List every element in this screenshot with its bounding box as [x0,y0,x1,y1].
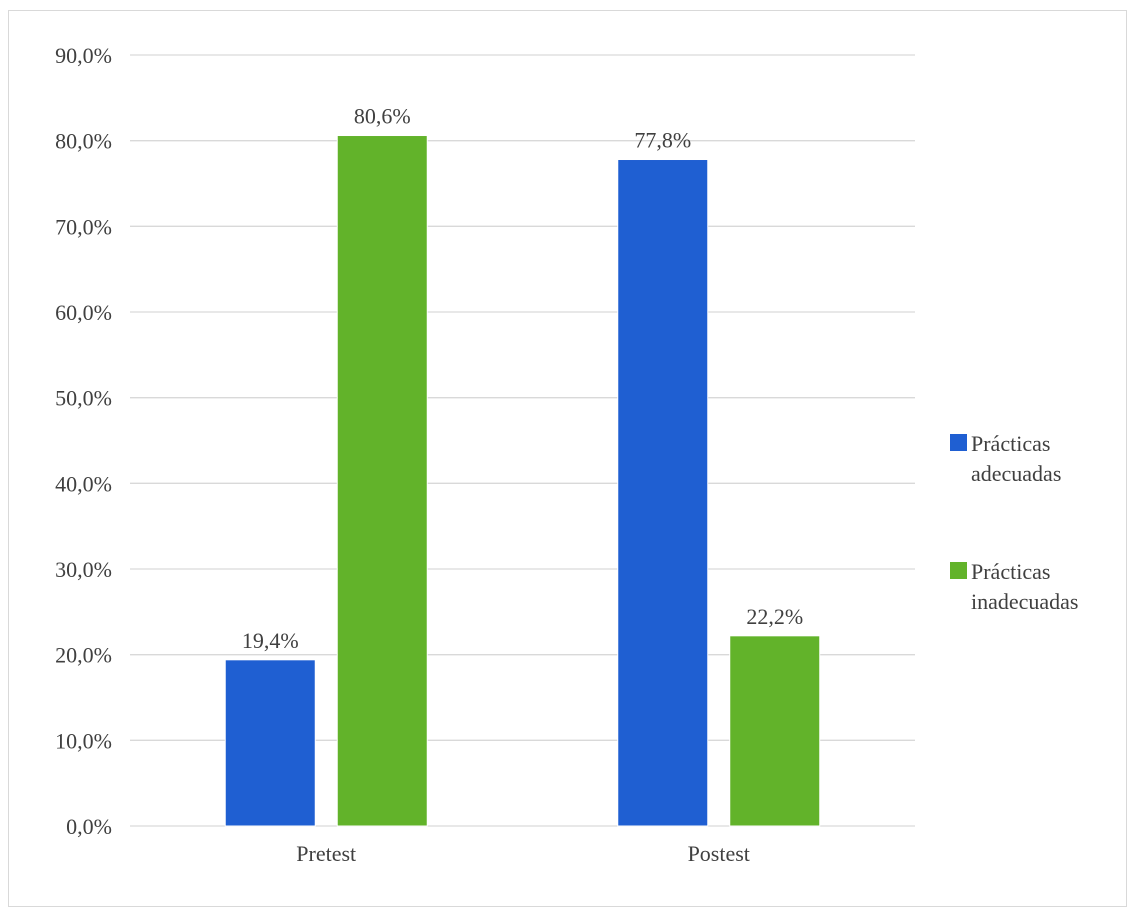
bar [729,635,821,827]
legend-label: inadecuadas [971,589,1079,614]
legend-label: Prácticas [971,559,1050,584]
x-tick-label: Pretest [296,841,356,866]
y-axis-tick-labels: 0,0% 10,0% 20,0% 30,0% 40,0% 50,0% 60,0% 70,0% 8… [55,43,112,839]
data-labels: 19,4% 80,6% 77,8% 22,2% [242,104,803,653]
y-tick-label: 10,0% [55,728,112,753]
y-tick-label: 80,0% [55,129,112,154]
chart-frame [8,10,1127,907]
legend-swatch [950,434,967,451]
y-tick-label: 50,0% [55,386,112,411]
y-tick-label: 60,0% [55,300,112,325]
y-tick-label: 70,0% [55,214,112,239]
legend-label: Prácticas [971,431,1050,456]
y-tick-label: 0,0% [66,814,112,839]
legend-swatch [950,562,967,579]
data-label: 80,6% [354,104,411,129]
x-axis-tick-labels: Pretest Postest [296,841,750,866]
y-tick-label: 40,0% [55,471,112,496]
bar [224,659,316,827]
data-label: 19,4% [242,628,299,653]
y-tick-label: 90,0% [55,43,112,68]
legend: Prácticas adecuadas Prácticas inadecuadas [950,431,1079,614]
x-tick-label: Postest [688,841,750,866]
bar [336,135,428,827]
bars [224,135,821,827]
y-tick-label: 20,0% [55,643,112,668]
data-label: 22,2% [746,604,803,629]
bar [617,159,709,827]
data-label: 77,8% [634,128,691,153]
y-tick-label: 30,0% [55,557,112,582]
legend-label: adecuadas [971,461,1061,486]
